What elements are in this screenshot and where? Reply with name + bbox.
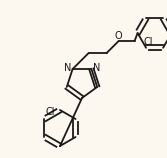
Text: Cl: Cl [143,37,153,47]
Text: N: N [64,63,71,73]
Text: Cl: Cl [45,107,55,117]
Text: N: N [93,63,100,73]
Text: O: O [115,31,122,41]
